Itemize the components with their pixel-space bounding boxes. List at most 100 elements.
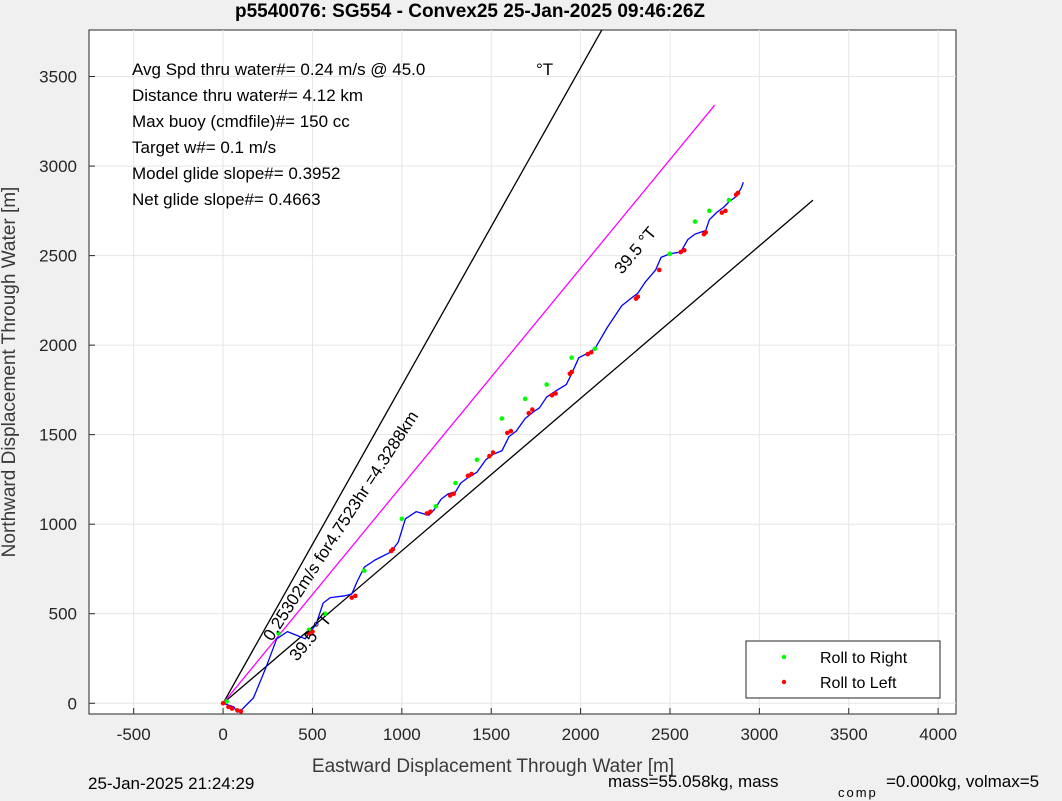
x-axis-label: Eastward Displacement Through Water [m] [312, 756, 674, 777]
legend-marker-left [781, 679, 787, 685]
y-tick-labels: 0 500 1000 1500 2000 2500 3000 3500 [39, 68, 77, 714]
roll-left-point [681, 247, 687, 253]
roll-right-point [453, 480, 458, 486]
roll-right-point [499, 416, 505, 421]
roll-left-point [306, 631, 312, 636]
roll-right-point [726, 197, 732, 203]
roll-right-point [399, 516, 405, 522]
x-tick-label: 4000 [919, 725, 957, 744]
annotation-line-1: Avg Spd thru water#= 0.24 m/s @ 45.0 [132, 60, 425, 79]
roll-left-point [487, 453, 492, 459]
roll-right-point [322, 611, 328, 617]
roll-left-point [635, 294, 641, 300]
annotation-line-3: Max buoy (cmdfile)#= 150 cc [132, 112, 350, 131]
roll-left-point [530, 407, 535, 412]
roll-right-point [361, 568, 367, 574]
y-tick-label: 2000 [39, 336, 77, 355]
annotation-box: Avg Spd thru water#= 0.24 m/s @ 45.0 °T … [132, 60, 553, 209]
roll-left-point [235, 708, 240, 713]
roll-left-point [723, 208, 728, 214]
roll-right-point [667, 251, 673, 257]
roll-right-point [592, 346, 598, 352]
roll-left-point [390, 546, 396, 552]
reference-line-target-heading [222, 104, 716, 704]
x-tick-label: 1000 [383, 725, 421, 744]
roll-right-point [544, 382, 549, 387]
x-tick-label: 3500 [830, 725, 868, 744]
reference-line-bound-left [222, 30, 603, 704]
roll-left-point [428, 509, 433, 514]
roll-left-point [678, 249, 684, 255]
grid-lines [89, 30, 956, 714]
y-tick-label: 3000 [39, 157, 77, 176]
roll-left-point [447, 493, 453, 498]
annotation-line-6: Net glide slope#= 0.4663 [132, 190, 321, 209]
roll-right-point [306, 627, 312, 633]
plot-area [88, 29, 957, 715]
x-tick-label: 3000 [740, 725, 778, 744]
reference-line-bound-right [222, 199, 814, 704]
roll-left-point [226, 704, 231, 710]
roll-right-point [707, 208, 712, 214]
y-tick-label: 1500 [39, 426, 77, 445]
roll-left-point [719, 210, 725, 215]
roll-right-point [224, 699, 229, 704]
roll-left-point [310, 629, 315, 634]
legend-label-right: Roll to Right [820, 650, 908, 667]
roll-left-point [656, 267, 662, 273]
roll-right-point [522, 396, 528, 402]
roll-left-point [526, 410, 532, 416]
x-tick-label: 2000 [562, 725, 600, 744]
roll-right-point [692, 219, 698, 224]
y-tick-label: 3500 [39, 68, 77, 87]
roll-left-point [238, 709, 244, 714]
roll-left-point [220, 700, 226, 706]
footer-mass-rest: =0.000kg, volmax=5 [886, 772, 1039, 791]
x-tick-labels: -500 0 500 1000 1500 2000 2500 3000 3500 4000 [117, 725, 957, 744]
roll-left-point [569, 369, 574, 375]
y-axis-label: Northward Displacement Through Water [m] [0, 187, 20, 558]
annotation-line-4: Target w#= 0.1 m/s [132, 138, 276, 157]
roll-right-point [569, 355, 574, 360]
roll-left-point [505, 430, 510, 436]
reference-lines [222, 30, 814, 704]
roll-left-point [490, 450, 496, 455]
x-tick-label: 500 [298, 725, 326, 744]
legend-box [745, 640, 941, 699]
x-tick-label: 0 [218, 725, 227, 744]
roll-right-point [433, 503, 439, 509]
y-tick-label: 2500 [39, 247, 77, 266]
roll-left-point [508, 428, 514, 434]
legend-marker-right [781, 654, 787, 660]
y-tick-label: 500 [49, 605, 77, 624]
x-tick-label: -500 [117, 725, 151, 744]
roll-left-point [353, 593, 358, 599]
annotation-unit: °T [536, 60, 553, 79]
x-tick-label: 2500 [651, 725, 689, 744]
y-tick-label: 0 [68, 694, 77, 713]
annotation-line-5: Model glide slope#= 0.3952 [132, 164, 340, 183]
y-tick-label: 1000 [39, 515, 77, 534]
x-tick-label: 1500 [472, 725, 510, 744]
roll-left-point [424, 511, 430, 516]
roll-left-point [451, 491, 456, 497]
roll-right-point [474, 457, 480, 463]
roll-right-point [276, 631, 281, 636]
footer-mass-subscript: comp [838, 785, 878, 800]
roll-left-point [229, 706, 235, 711]
roll-left-point [589, 350, 594, 355]
roll-left-point [549, 392, 555, 398]
footer-timestamp: 25-Jan-2025 21:24:29 [88, 774, 254, 793]
chart-title: p5540076: SG554 - Convex25 25-Jan-2025 0… [235, 1, 705, 22]
legend: Roll to Right Roll to Left [745, 640, 941, 699]
roll-left-point [553, 391, 558, 396]
roll-left-point [703, 230, 709, 235]
legend-label-left: Roll to Left [820, 675, 897, 692]
roll-left-point [349, 595, 355, 600]
roll-markers [220, 190, 741, 714]
annotation-line-2: Distance thru water#= 4.12 km [132, 86, 363, 105]
roll-left-point [469, 471, 474, 477]
roll-left-point [585, 351, 591, 357]
footer-mass: mass=55.058kg, mass [608, 772, 779, 791]
